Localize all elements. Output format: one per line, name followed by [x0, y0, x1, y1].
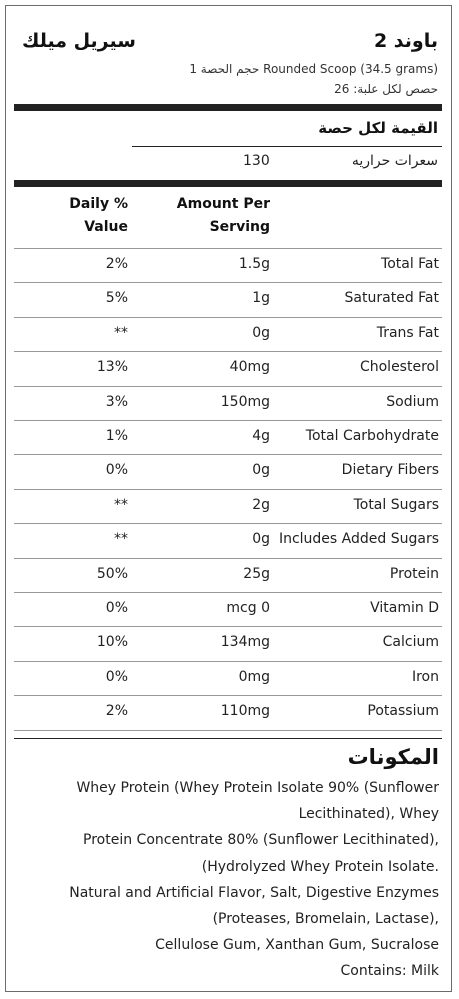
row-divider	[14, 454, 442, 456]
ingredient-line: Cellulose Gum, Xanthan Gum, Sucralose	[155, 937, 439, 954]
row-divider	[14, 351, 442, 353]
nutrient-amount: 0g	[252, 531, 270, 548]
nutrient-amount: 0g	[252, 462, 270, 479]
nutrient-amount: 110mg	[220, 703, 270, 720]
nutrient-name: Vitamin D	[370, 600, 439, 616]
nutrient-name: Dietary Fibers	[341, 462, 439, 479]
row-divider	[14, 420, 442, 421]
divider-thick-2	[14, 180, 442, 187]
nutrient-name: Calcium	[382, 634, 439, 651]
nutrient-amount: 1g	[252, 290, 270, 307]
ingredient-line: (Hydrolyzed Whey Protein Isolate.	[201, 858, 439, 875]
amount-header-line1: Amount Per	[176, 196, 270, 212]
calories-value: 130	[243, 153, 270, 169]
nutrient-amount: 40mg	[229, 359, 270, 376]
nutrient-name: Total Fat	[381, 256, 439, 272]
row-divider	[14, 592, 442, 593]
ingredient-line: Natural and Artificial Flavor, Salt, Dig…	[69, 884, 439, 901]
row-divider	[14, 695, 442, 697]
amount-header-line2: Serving	[209, 219, 270, 235]
nutrient-daily-value: 2%	[105, 256, 128, 272]
nutrient-name: Potassium	[367, 703, 439, 720]
product-name: سيريل ميلك	[22, 30, 136, 52]
nutrient-name: Trans Fat	[376, 324, 439, 341]
nutrient-daily-value: **	[114, 531, 128, 548]
row-divider	[14, 557, 442, 559]
nutrient-name: Sodium	[386, 393, 439, 410]
nutrient-daily-value: 10%	[96, 634, 128, 651]
row-divider	[14, 660, 442, 662]
nutrient-daily-value: 50%	[96, 565, 128, 582]
nutrient-daily-value: **	[114, 324, 128, 341]
nutrient-name: Iron	[411, 668, 439, 685]
nutrition-facts-panel	[5, 5, 452, 992]
nutrient-amount: 2g	[252, 496, 270, 513]
row-divider	[14, 316, 442, 318]
daily-value-header-line2: Value	[84, 219, 128, 235]
row-divider	[14, 385, 442, 387]
nutrient-daily-value: 2%	[105, 703, 128, 720]
nutrient-daily-value: **	[114, 496, 128, 513]
serving-size: حجم الحصة 1 Rounded Scoop (34.5 grams)	[189, 62, 438, 76]
ingredients-title: المكونات	[347, 745, 439, 769]
ingredient-line: (Proteases, Bromelain, Lactase),	[212, 911, 439, 927]
ingredient-line: Contains: Milk	[340, 963, 439, 980]
nutrient-daily-value: 3%	[105, 393, 128, 410]
daily-value-header: Daily % Value	[58, 193, 128, 239]
per-serving-label: القيمة لكل حصة	[318, 119, 438, 137]
divider-thick-1	[14, 104, 442, 111]
nutrient-name: Total Sugars	[353, 496, 439, 513]
row-divider	[14, 523, 442, 525]
daily-value-header-line1: Daily %	[69, 196, 128, 212]
nutrient-amount: 1.5g	[238, 256, 270, 272]
divider-thin-1	[132, 146, 442, 147]
product-size: 2 باوند	[373, 30, 438, 52]
calories-label: سعرات حراريه	[351, 153, 438, 169]
nutrient-name: Saturated Fat	[344, 290, 439, 307]
nutrient-daily-value: 0%	[105, 668, 128, 685]
nutrient-name: Includes Added Sugars	[278, 531, 439, 548]
row-divider	[14, 282, 442, 284]
row-divider	[14, 248, 442, 249]
ingredient-line: Lecithinated), Whey	[298, 806, 439, 823]
nutrient-name: Cholesterol	[359, 359, 439, 376]
ingredient-line: Protein Concentrate 80% (Sunflower Lecit…	[83, 832, 439, 849]
nutrient-daily-value: 13%	[96, 359, 128, 376]
nutrient-amount: 0mg	[238, 668, 270, 685]
nutrient-daily-value: 0%	[105, 600, 128, 616]
servings-per-container: حصص لكل علبة: 26	[334, 82, 438, 96]
ingredient-line: Whey Protein (Whey Protein Isolate 90% (…	[76, 780, 439, 796]
amount-per-serving-header: Amount Per Serving	[170, 193, 270, 239]
divider-ingredients	[14, 738, 442, 739]
nutrient-daily-value: 0%	[105, 462, 128, 479]
nutrient-amount: mcg 0	[226, 600, 270, 616]
nutrient-amount: 4g	[252, 428, 270, 444]
nutrient-amount: 134mg	[220, 634, 270, 651]
nutrient-name: Total Carbohydrate	[305, 428, 439, 444]
nutrient-amount: 0g	[252, 324, 270, 341]
nutrient-name: Protein	[389, 565, 439, 582]
row-divider	[14, 729, 442, 731]
nutrient-amount: 25g	[243, 565, 270, 582]
nutrient-daily-value: 1%	[105, 428, 128, 444]
nutrient-amount: 150mg	[220, 393, 270, 410]
nutrient-daily-value: 5%	[105, 290, 128, 307]
row-divider	[14, 626, 442, 628]
row-divider	[14, 488, 442, 490]
